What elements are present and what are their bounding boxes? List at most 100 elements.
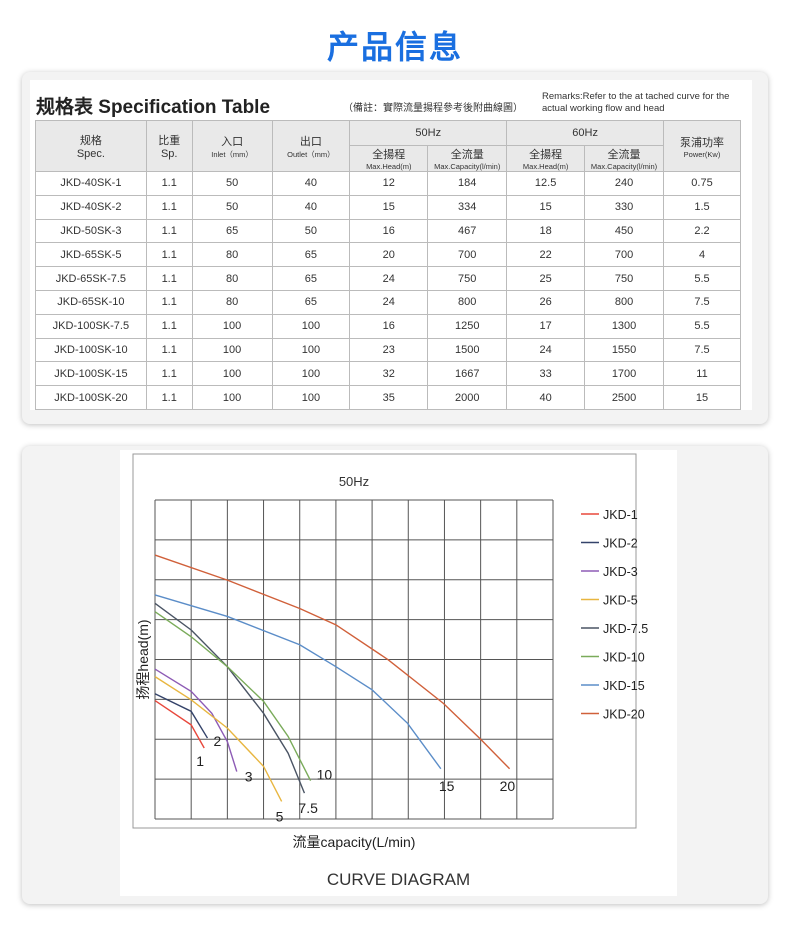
table-cell: 450: [584, 218, 665, 244]
col-cap-60: 全流量 Max.Capacity(l/min): [584, 145, 665, 172]
table-cell: 1300: [584, 313, 665, 339]
table-cell: JKD-65SK-7.5: [35, 266, 147, 291]
table-cell: 1550: [584, 337, 665, 363]
col-head-50: 全揚程 Max.Head(m): [349, 145, 429, 172]
legend-item: JKD-5: [603, 594, 638, 608]
table-cell: 100: [271, 313, 351, 339]
table-cell: 1.1: [145, 337, 193, 363]
series-line-jkd-20: [154, 554, 511, 770]
spec-table-remarks: Remarks:Refer to the at tached curve for…: [542, 91, 730, 114]
series-end-label: 7.5: [298, 800, 318, 816]
table-cell: 80: [191, 242, 273, 268]
table-cell: 1.1: [145, 194, 193, 220]
table-cell: 22: [506, 242, 586, 268]
col-sp: 比重 Sp.: [145, 120, 193, 172]
table-cell: 100: [191, 313, 273, 339]
legend-item: JKD-7.5: [603, 622, 648, 636]
table-cell: 17: [506, 313, 586, 339]
table-row: JKD-65SK-10 1.1 80 65 24 800 26 800 7.5: [35, 289, 741, 315]
table-cell: 1500: [427, 337, 508, 363]
table-cell: 33: [506, 361, 586, 387]
table-cell: 1667: [427, 361, 508, 387]
col-spec: 规格 Spec.: [35, 120, 147, 172]
table-row: JKD-100SK-10 1.1 100 100 23 1500 24 1550 7.5: [35, 337, 741, 363]
table-cell: 12: [349, 171, 429, 196]
table-row: JKD-65SK-7.5 1.1 80 65 24 750 25 750 5.5: [35, 266, 741, 291]
table-cell: 100: [271, 385, 351, 410]
series-end-label: 20: [500, 778, 516, 794]
table-cell: JKD-100SK-15: [35, 361, 147, 387]
series-line-jkd-1: [154, 699, 205, 749]
table-cell: 240: [584, 171, 665, 196]
table-cell: JKD-100SK-7.5: [35, 313, 147, 339]
series-line-jkd-15: [154, 594, 442, 770]
table-cell: JKD-100SK-20: [35, 385, 147, 410]
series-line-jkd-7.5: [154, 602, 306, 794]
table-cell: 330: [584, 194, 665, 220]
table-cell: 1.1: [145, 266, 193, 291]
table-cell: 16: [349, 218, 429, 244]
table-cell: 800: [584, 289, 665, 315]
legend-item: JKD-10: [603, 651, 645, 665]
x-axis-label: 流量capacity(L/min): [293, 834, 416, 850]
chart-frame: [132, 453, 637, 829]
series-line-jkd-3: [154, 668, 238, 772]
table-cell: 334: [427, 194, 508, 220]
col-inlet: 入口 Inlet（mm）: [191, 120, 273, 172]
table-cell: 24: [349, 266, 429, 291]
table-cell: 50: [191, 171, 273, 196]
table-cell: 800: [427, 289, 508, 315]
table-row: JKD-40SK-1 1.1 50 40 12 184 12.5 240 0.75: [35, 171, 741, 196]
table-row: JKD-100SK-7.5 1.1 100 100 16 1250 17 1300 5.5: [35, 313, 741, 339]
table-cell: 100: [271, 361, 351, 387]
legend-item: JKD-20: [603, 708, 645, 722]
curve-chart: 50Hz 流量capacity(L/min) 扬程head(m) 1 JKD-1 2 JKD…: [132, 453, 648, 850]
table-cell: JKD-65SK-5: [35, 242, 147, 268]
table-cell: 1.5: [663, 194, 741, 220]
table-cell: 5.5: [663, 313, 741, 339]
series-end-label: 2: [213, 733, 221, 749]
col-cap-50: 全流量 Max.Capacity(l/min): [427, 145, 508, 172]
table-cell: 700: [584, 242, 665, 268]
table-cell: 15: [506, 194, 586, 220]
table-cell: 0.75: [663, 171, 741, 196]
table-cell: 80: [191, 266, 273, 291]
table-cell: JKD-65SK-10: [35, 289, 147, 315]
col-60hz: 60Hz: [506, 120, 665, 146]
table-cell: 50: [191, 194, 273, 220]
table-cell: 65: [271, 242, 351, 268]
table-cell: 7.5: [663, 337, 741, 363]
table-cell: 80: [191, 289, 273, 315]
series-line-jkd-2: [154, 693, 209, 739]
table-cell: 1.1: [145, 313, 193, 339]
table-cell: 4: [663, 242, 741, 268]
spec-table-card: 规格表 Specification Table （備註：實際流量揚程參考後附曲線…: [22, 72, 768, 424]
table-cell: 184: [427, 171, 508, 196]
table-cell: 50: [271, 218, 351, 244]
table-cell: 2.2: [663, 218, 741, 244]
spec-table: 规格 Spec. 比重 Sp. 入口 Inlet（mm） 出口 Outlet（mm） 5…: [35, 120, 741, 410]
col-power: 泵浦功率 Power(Kw): [663, 120, 741, 172]
table-cell: 40: [506, 385, 586, 410]
table-cell: 100: [191, 337, 273, 363]
table-cell: 5.5: [663, 266, 741, 291]
col-50hz: 50Hz: [349, 120, 508, 146]
table-cell: 750: [427, 266, 508, 291]
series-line-jkd-5: [154, 676, 283, 802]
table-cell: 65: [271, 289, 351, 315]
table-cell: 16: [349, 313, 429, 339]
series-end-label: 10: [317, 767, 333, 783]
table-cell: 700: [427, 242, 508, 268]
table-cell: 1.1: [145, 218, 193, 244]
table-cell: 1.1: [145, 171, 193, 196]
legend-item: JKD-15: [603, 679, 645, 693]
table-cell: JKD-40SK-1: [35, 171, 147, 196]
table-cell: 2500: [584, 385, 665, 410]
series-end-label: 1: [196, 753, 204, 769]
table-cell: 1.1: [145, 361, 193, 387]
table-cell: 24: [349, 289, 429, 315]
table-cell: 750: [584, 266, 665, 291]
table-cell: 15: [349, 194, 429, 220]
table-row: JKD-100SK-15 1.1 100 100 32 1667 33 1700 11: [35, 361, 741, 387]
series-end-label: 15: [439, 778, 455, 794]
